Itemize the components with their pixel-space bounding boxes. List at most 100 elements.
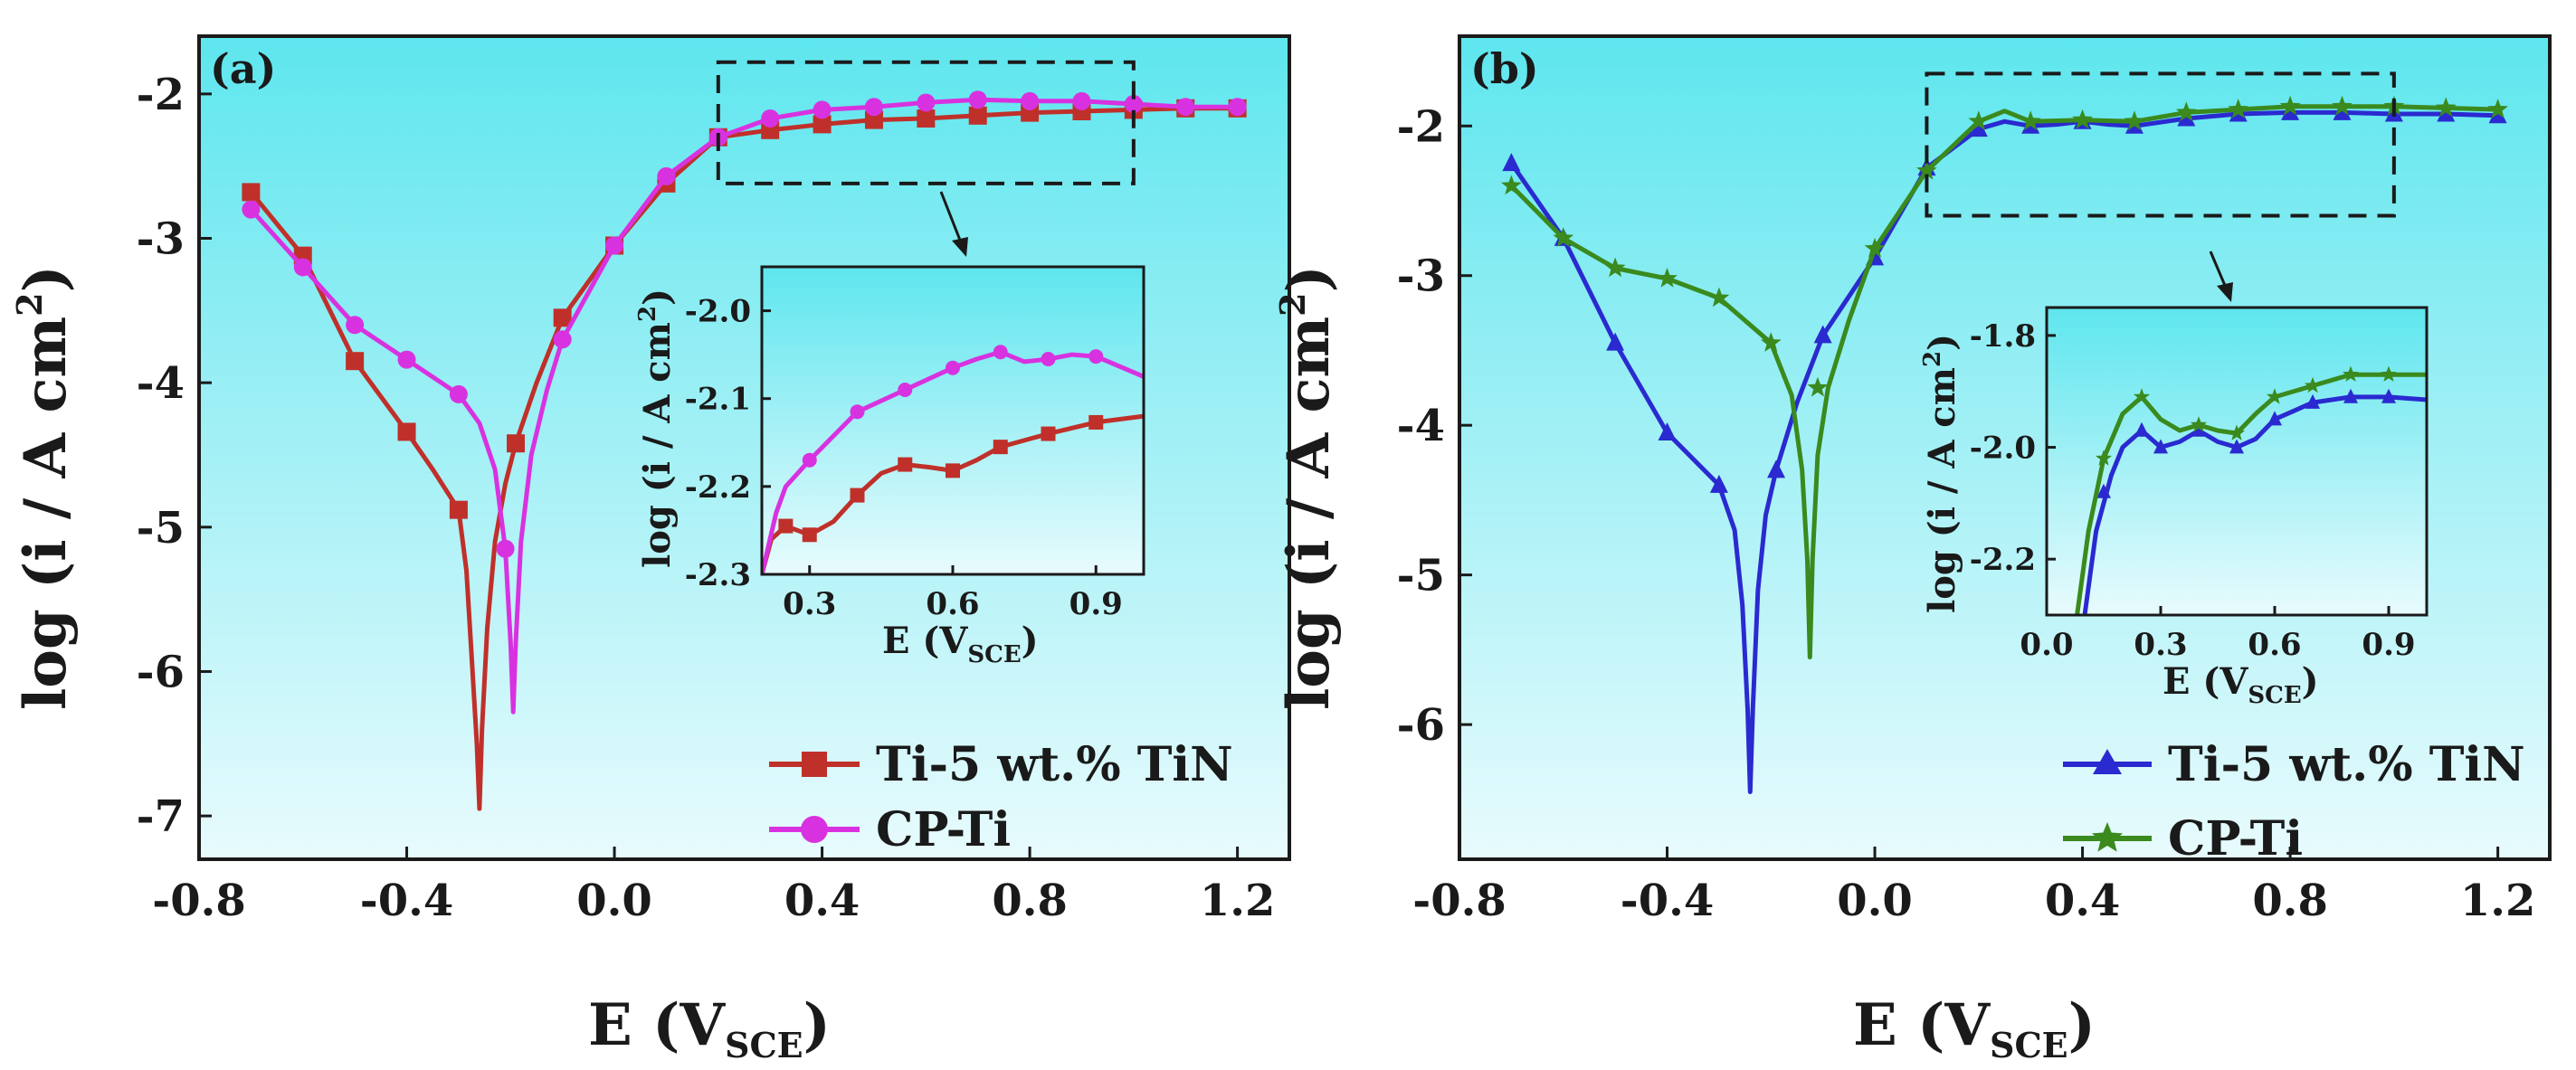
panel-a-inset-x-tick-label: 0.3: [783, 586, 836, 622]
panel-b-series-1-point-18: [2435, 97, 2457, 118]
panel-b-series-0-point-6: [1813, 325, 1832, 344]
panel-a-label: (a): [210, 44, 276, 93]
panel-a-inset-series-1-point-5: [1041, 352, 1056, 366]
panel-a-inset-background: [762, 267, 1144, 574]
panel-b-inset-x-tick-label: 0.0: [2020, 627, 2073, 663]
panel-b-series-0-point-9: [1969, 118, 1988, 137]
panel-b-inset-series-0-point-7: [2343, 388, 2358, 403]
panel-a-series-0-point-3: [397, 422, 416, 441]
panel-a-inset-y-tick-label: -2.3: [685, 557, 751, 593]
panel-a-series-1-point-19: [1228, 98, 1247, 117]
panel-a-inset-y-ticks: -2.3 -2.2 -2.1 -2.0: [685, 294, 771, 593]
panel-b-inset-series-0-point-8: [2381, 388, 2396, 403]
panel-a-inset-x-tick-label: 0.9: [1069, 586, 1123, 622]
panel-a-series-0-point-0: [242, 183, 261, 202]
panel-a-inset-curves: [762, 345, 1144, 574]
panel-b-y-tick-label: -4: [1397, 401, 1445, 451]
panel-a-series-0-point-6: [553, 308, 572, 327]
panel-b-series-1-point-8: [1916, 159, 1937, 180]
panel-b-inset-series-1-point-4: [2266, 388, 2284, 404]
panel-b-inset-series-1-point-6: [2342, 365, 2360, 382]
panel-a-y-axis-title: log (i / A cm2): [9, 265, 80, 710]
panel-b-y-tick-label: -3: [1397, 251, 1445, 302]
panel-a-x-tick-label: 0.0: [576, 876, 652, 926]
panel-b-x-tick-label: 0.0: [1837, 876, 1913, 926]
panel-b-zoom-box: [1925, 71, 2396, 218]
panel-a-y-tick-label: -6: [137, 647, 185, 697]
panel-a-series-1-point-16: [1072, 91, 1091, 110]
panel-a-x-ticks: -0.8 -0.4 0.0 0.4 0.8 1.2: [152, 847, 1275, 926]
panel-b-inset-series-0-point-0: [2096, 483, 2111, 498]
panel-b-series-1-point-16: [2332, 95, 2353, 116]
panel-a-y-ticks: -7 -6 -5 -4 -3 -2: [137, 70, 212, 842]
panel-a-legend-marker-square: [802, 752, 827, 777]
panel-a-x-tick-label: 0.4: [784, 876, 860, 926]
panel-b-series-0-point-2: [1606, 332, 1625, 351]
panel-b-inset-y-ticks: -2.2 -2.0 -1.8: [1970, 318, 2056, 578]
panel-b-series-0-point-5: [1767, 459, 1786, 478]
panel-a-inset-series-0-point-1: [802, 527, 817, 543]
panel-b-inset-series-1-point-3: [2228, 424, 2246, 440]
panel-b-series-0-point-18: [2437, 103, 2456, 122]
panel-a-inset-x-axis-title: E (VSCE): [882, 620, 1039, 668]
panel-a-inset-y-tick-label: -2.0: [685, 294, 751, 330]
panel-a-y-tick-label: -3: [137, 214, 185, 265]
panel-b-x-tick-label: -0.4: [1621, 876, 1714, 926]
panel-a-curves: [242, 90, 1247, 811]
panel-b-x-tick-label: -0.8: [1412, 876, 1506, 926]
panel-b-series-1-point-12: [2124, 110, 2145, 130]
panel-b-frame: [1458, 34, 2552, 861]
panel-b-legend-marker-triangle: [2093, 749, 2122, 774]
panel-a-inset-series-1-point-4: [993, 345, 1008, 360]
panel-a-series-1-point-6: [553, 330, 572, 349]
panel-a-legend-label-cp-ti: CP-Ti: [876, 802, 1011, 857]
panel-b-series-1-line: [1509, 104, 2498, 660]
panel-b-series-0-point-0: [1502, 153, 1521, 172]
panel-a-inset-series-1-point-0: [802, 452, 817, 468]
panel-a-x-axis-title: E (VSCE): [588, 991, 831, 1065]
panel-b-inset-series-1-point-2: [2190, 416, 2208, 432]
panel-a-series-1-point-7: [605, 236, 624, 255]
panel-a-inset-x-ticks: 0.3 0.6 0.9: [783, 565, 1123, 622]
panel-b-series-1-point-0: [1501, 175, 1522, 195]
panel-a-series-1-point-15: [1021, 91, 1040, 110]
panel-b-legend-entry-cp-ti: CP-Ti: [2063, 811, 2303, 866]
panel-a-x-tick-label: 0.8: [992, 876, 1068, 926]
panel-b-inset-x-tick-label: 0.3: [2134, 627, 2187, 663]
panel-a-series-1-point-8: [657, 166, 676, 185]
panel-b-x-tick-label: 1.2: [2460, 876, 2536, 926]
panel-b-series-1-point-4: [1708, 287, 1730, 308]
panel-b-legend-label-ti-tin: Ti-5 wt.% TiN: [2168, 737, 2525, 792]
panel-a-series-0-point-4: [449, 500, 468, 519]
panel-a-inset-y-axis-title: log (i / A cm2): [634, 289, 679, 568]
panel-a-inset-series-1-point-1: [850, 404, 865, 420]
panel-a-inset-series-0-point-2: [850, 488, 865, 503]
panel-b: -0.8 -0.4 0.0 0.4 0.8 1.2 -6 -5 -4 -3 -2 (b) E (V…: [1272, 34, 2552, 1065]
panel-a-series-1-point-12: [864, 98, 883, 117]
panel-a-inset-y-tick-label: -2.1: [685, 382, 751, 418]
panel-b-inset-y-tick-label: -2.0: [1970, 431, 2036, 467]
panel-a-legend-marker-circle: [801, 816, 828, 843]
panel-b-series-1-point-1: [1553, 227, 1574, 248]
panel-b-inset-series-0-point-3: [2191, 421, 2206, 437]
panel-a-x-tick-label: 1.2: [1200, 876, 1276, 926]
panel-b-inset-series-0-point-5: [2267, 411, 2282, 426]
panel-a-legend-entry-cp-ti: CP-Ti: [769, 802, 1011, 857]
panel-b-inset-y-axis-title: log (i / A cm2): [1919, 334, 1963, 613]
panel-b-inset-x-tick-label: 0.6: [2248, 627, 2301, 663]
panel-a-y-tick-label: -2: [137, 70, 185, 120]
panel-b-inset-series-0-point-4: [2229, 439, 2244, 454]
panel-a-series-0-point-11: [813, 115, 832, 134]
panel-b-inset: 0.0 0.3 0.6 0.9 -2.2 -2.0 -1.8 E (VSCE) log (…: [1919, 306, 2429, 709]
panel-b-inset-x-tick-label: 0.9: [2362, 627, 2415, 663]
panel-b-legend-label-cp-ti: CP-Ti: [2168, 811, 2303, 866]
panel-a-inset-series-0-point-4: [946, 463, 960, 478]
panel-a-inset-series-0-point-6: [1041, 426, 1056, 441]
panel-a-series-1-point-5: [496, 539, 515, 558]
panel-a-series-1-point-3: [397, 350, 416, 369]
panel-b-x-axis-title: E (VSCE): [1853, 991, 2096, 1065]
panel-b-zoom-arrow: [2209, 251, 2233, 302]
panel-a-inset-series-0-point-5: [993, 440, 1008, 455]
panel-a-y-tick-label: -4: [137, 358, 185, 409]
panel-a-series-1-point-1: [293, 258, 312, 277]
